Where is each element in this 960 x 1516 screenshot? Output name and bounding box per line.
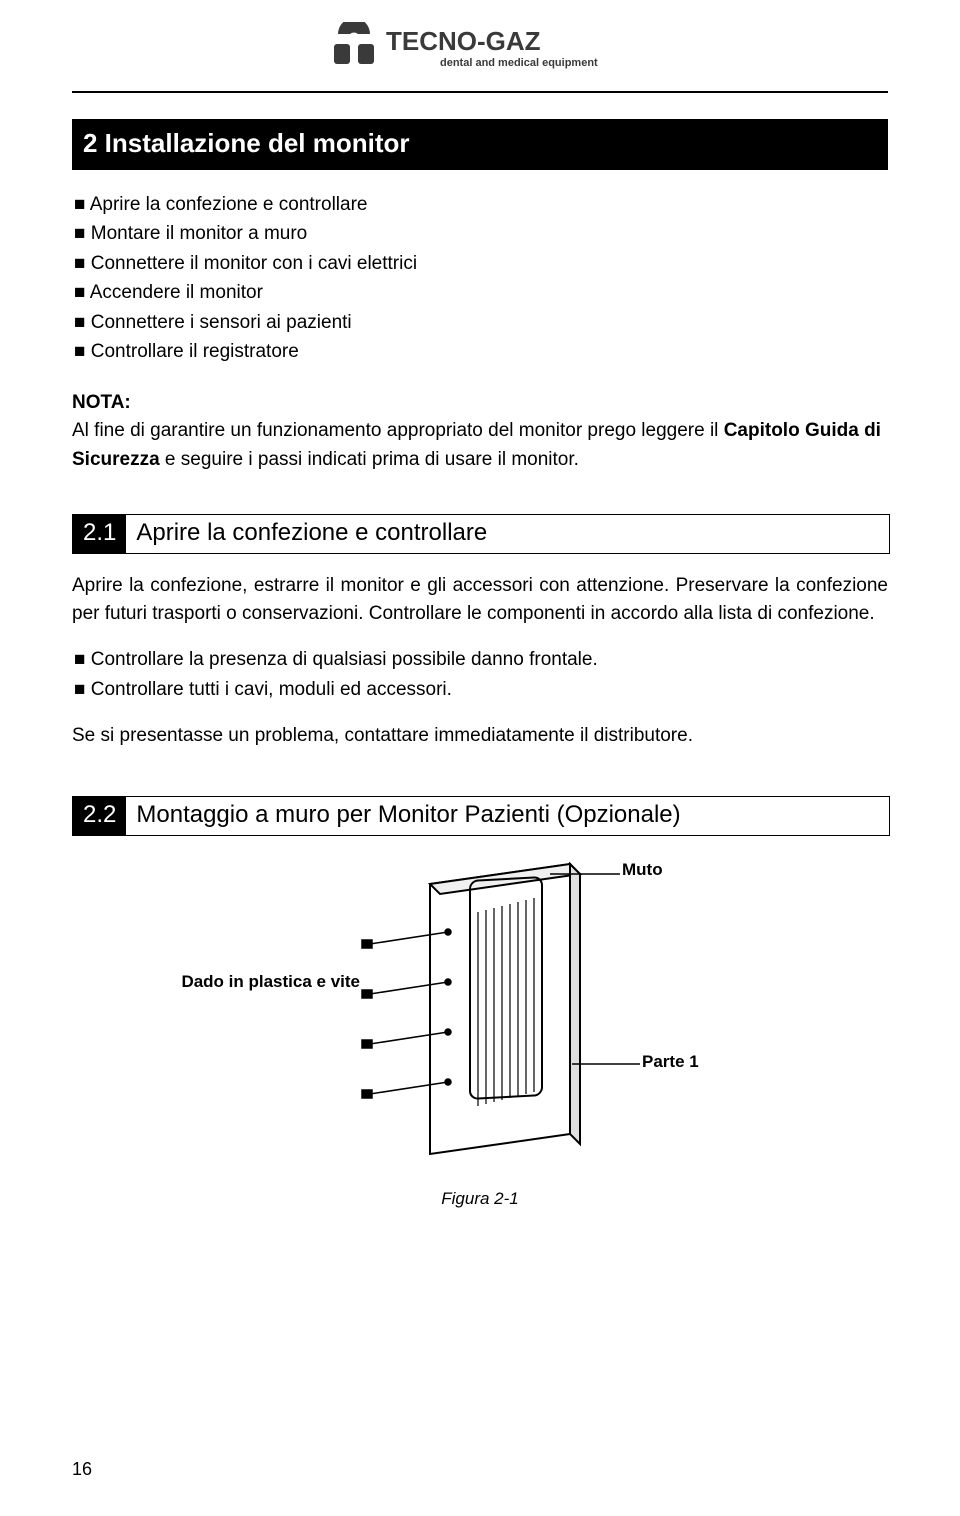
brand-name-text: TECNO-GAZ	[386, 26, 541, 56]
brand-logo-icon: TECNO-GAZ dental and medical equipment	[320, 22, 640, 72]
wall-mount-diagram-icon	[220, 854, 740, 1174]
section-title: Montaggio a muro per Monitor Pazienti (O…	[126, 797, 889, 835]
brand-tagline-text: dental and medical equipment	[440, 57, 598, 69]
list-item: Connettere il monitor con i cavi elettri…	[74, 249, 888, 278]
section-number: 2.1	[73, 515, 126, 553]
brand-header: TECNO-GAZ dental and medical equipment	[72, 0, 888, 77]
list-item: Accendere il monitor	[74, 278, 888, 307]
list-item: Aprire la confezione e controllare	[74, 190, 888, 219]
list-item: Controllare il registratore	[74, 337, 888, 366]
figure-2-1: Muto Dado in plastica e vite Parte 1 Fig…	[72, 854, 888, 1209]
section-2-1-bullets: Controllare la presenza di qualsiasi pos…	[74, 645, 888, 704]
figure-caption: Figura 2-1	[72, 1189, 888, 1209]
list-item: Controllare la presenza di qualsiasi pos…	[74, 645, 888, 674]
section-2-1-closing: Se si presentasse un problema, contattar…	[72, 722, 888, 750]
page-number: 16	[72, 1459, 92, 1480]
chapter-title-bar: 2 Installazione del monitor	[72, 119, 888, 170]
note-label: NOTA:	[72, 392, 131, 413]
section-number: 2.2	[73, 797, 126, 835]
figure-label-top: Muto	[622, 860, 663, 880]
section-2-2-header: 2.2 Montaggio a muro per Monitor Pazient…	[72, 796, 890, 836]
list-item: Connettere i sensori ai pazienti	[74, 308, 888, 337]
figure-label-left: Dado in plastica e vite	[180, 972, 360, 992]
note-text-after: e seguire i passi indicati prima di usar…	[160, 449, 579, 470]
chapter-title: 2 Installazione del monitor	[83, 128, 410, 158]
note-text-before: Al fine di garantire un funzionamento ap…	[72, 420, 724, 441]
section-title: Aprire la confezione e controllare	[126, 515, 889, 553]
header-divider	[72, 91, 888, 93]
section-2-1-para: Aprire la confezione, estrarre il monito…	[72, 572, 888, 627]
figure-label-right: Parte 1	[642, 1052, 699, 1072]
intro-bullet-list: Aprire la confezione e controllare Monta…	[74, 190, 888, 367]
list-item: Controllare tutti i cavi, moduli ed acce…	[74, 675, 888, 704]
note-block: NOTA: Al fine di garantire un funzioname…	[72, 389, 888, 475]
section-2-1-header: 2.1 Aprire la confezione e controllare	[72, 514, 890, 554]
list-item: Montare il monitor a muro	[74, 219, 888, 248]
